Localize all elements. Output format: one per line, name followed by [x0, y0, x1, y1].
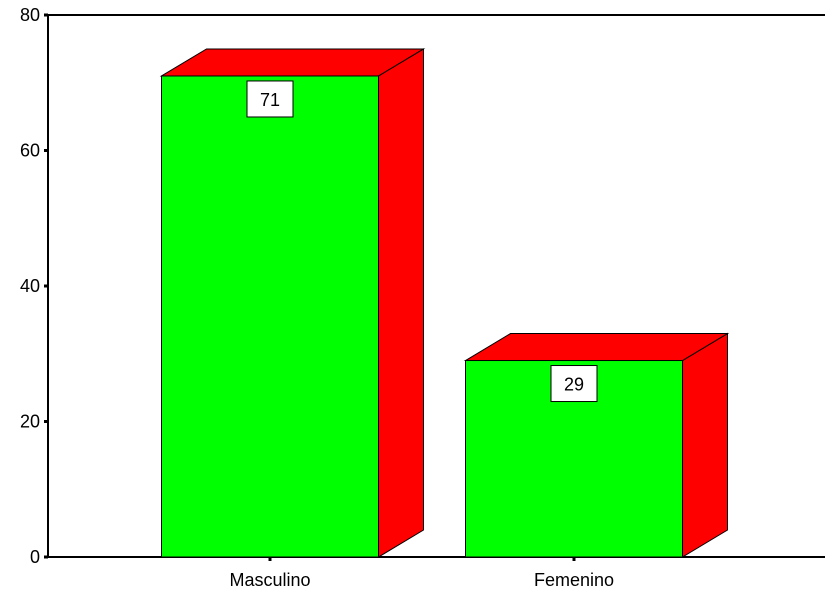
bar-front-face [161, 75, 379, 558]
x-tick-label: Masculino [229, 570, 310, 590]
bar-side-face [682, 332, 728, 558]
bar-top-face [463, 333, 730, 362]
data-label: 29 [564, 375, 584, 395]
y-tick-label: 40 [20, 276, 40, 296]
y-tick-label: 60 [20, 141, 40, 161]
data-label-box [246, 80, 294, 118]
bar-top-face [159, 48, 426, 77]
y-tick-label: 0 [30, 547, 40, 567]
y-tick-label: 80 [20, 5, 40, 25]
data-label-box [550, 365, 598, 403]
y-tick-label: 20 [20, 412, 40, 432]
x-tick-label: Femenino [534, 570, 614, 590]
data-label: 71 [260, 90, 280, 110]
bar-masculino[interactable] [159, 48, 426, 558]
bar-side-face [378, 48, 424, 558]
